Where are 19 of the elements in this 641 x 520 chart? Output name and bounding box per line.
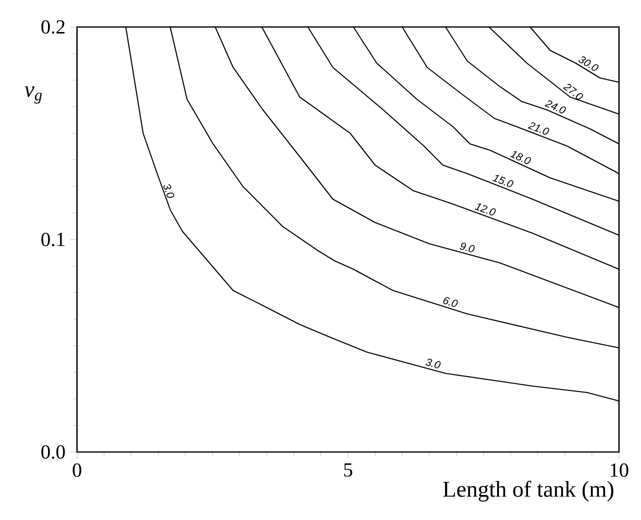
text: 12.0 [474,203,496,216]
x-tick-label: 10 [610,463,628,477]
x-axis-title: Length of tank (m) [443,480,614,502]
y-tick-label: 0.1 [41,232,64,246]
text: 9.0 [460,242,475,252]
y-tick-label: 0.0 [41,445,65,459]
text: 30.0 [578,56,598,71]
text: 15.0 [492,175,514,188]
x-tick-label: 5 [344,463,352,477]
text: 6.0 [443,297,458,307]
y-axis-title: v$_{g}$ [24,86,42,104]
annotation: 3.0 [163,184,174,198]
y-tick-label: 0.2 [41,20,65,34]
text: 24.0 [544,100,566,114]
text: 27.0 [562,84,584,100]
text: 18.0 [510,151,531,164]
text: 21.0 [528,122,550,135]
x-tick-label: 0 [72,463,82,477]
text: 3.0 [426,358,441,368]
